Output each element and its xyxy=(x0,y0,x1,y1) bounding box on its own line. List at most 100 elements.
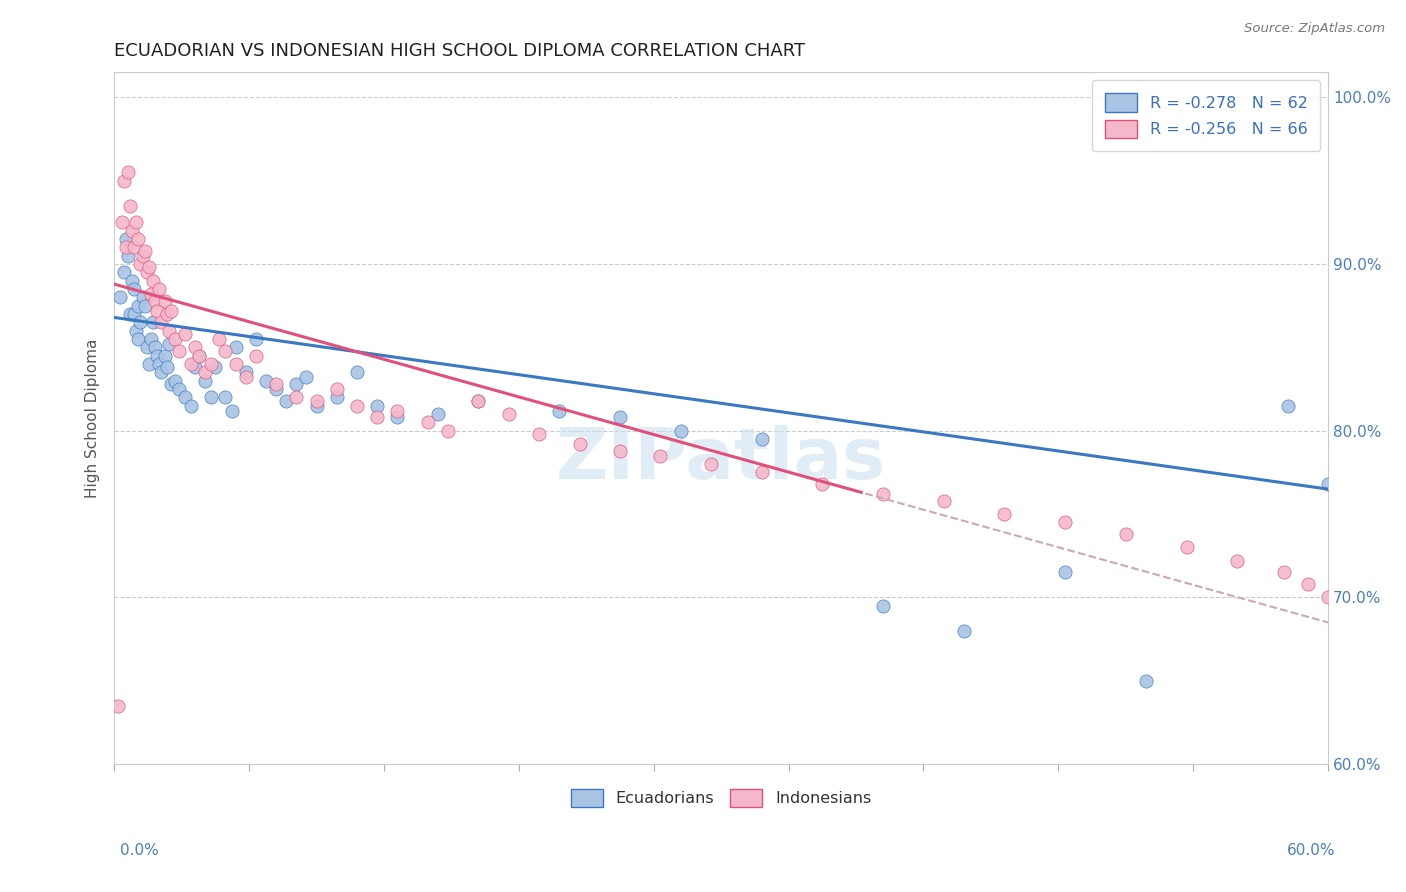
Point xyxy=(609,410,631,425)
Point xyxy=(366,399,388,413)
Point xyxy=(125,324,148,338)
Point xyxy=(153,293,176,308)
Point xyxy=(276,393,298,408)
Point xyxy=(125,215,148,229)
Point xyxy=(142,315,165,329)
Point xyxy=(129,315,152,329)
Point xyxy=(129,257,152,271)
Point xyxy=(225,357,247,371)
Point xyxy=(467,393,489,408)
Point xyxy=(157,337,180,351)
Point xyxy=(120,199,142,213)
Point xyxy=(1296,577,1319,591)
Point xyxy=(148,282,170,296)
Point xyxy=(387,404,409,418)
Point xyxy=(426,407,449,421)
Point xyxy=(346,366,368,380)
Point xyxy=(188,349,211,363)
Point xyxy=(214,391,236,405)
Point xyxy=(139,287,162,301)
Point xyxy=(115,240,138,254)
Point xyxy=(149,366,172,380)
Point xyxy=(200,357,222,371)
Point xyxy=(326,382,349,396)
Point xyxy=(135,265,157,279)
Legend: Ecuadorians, Indonesians: Ecuadorians, Indonesians xyxy=(562,780,879,815)
Point xyxy=(225,341,247,355)
Point xyxy=(953,624,976,638)
Point xyxy=(121,274,143,288)
Point xyxy=(127,332,149,346)
Point xyxy=(112,174,135,188)
Point xyxy=(366,410,388,425)
Point xyxy=(1054,566,1077,580)
Point xyxy=(112,265,135,279)
Point xyxy=(145,303,167,318)
Point xyxy=(184,341,207,355)
Point xyxy=(149,315,172,329)
Point xyxy=(134,244,156,258)
Point xyxy=(184,360,207,375)
Point xyxy=(148,357,170,371)
Point xyxy=(174,391,197,405)
Point xyxy=(235,370,257,384)
Point xyxy=(285,377,308,392)
Point xyxy=(245,332,267,346)
Point xyxy=(121,224,143,238)
Point xyxy=(811,477,834,491)
Point xyxy=(160,377,183,392)
Point xyxy=(167,343,190,358)
Point xyxy=(194,374,217,388)
Point xyxy=(115,232,138,246)
Point xyxy=(156,360,179,375)
Point xyxy=(650,449,672,463)
Point xyxy=(117,165,139,179)
Point xyxy=(143,293,166,308)
Point xyxy=(204,360,226,375)
Point xyxy=(124,282,146,296)
Point xyxy=(138,357,160,371)
Point xyxy=(1272,566,1295,580)
Point xyxy=(467,393,489,408)
Point xyxy=(180,399,202,413)
Point xyxy=(200,391,222,405)
Point xyxy=(527,427,550,442)
Point xyxy=(1135,673,1157,688)
Point xyxy=(194,366,217,380)
Point xyxy=(305,393,328,408)
Point xyxy=(416,416,439,430)
Point xyxy=(120,307,142,321)
Point xyxy=(127,299,149,313)
Point xyxy=(160,303,183,318)
Point xyxy=(110,290,132,304)
Point xyxy=(346,399,368,413)
Point xyxy=(285,391,308,405)
Point xyxy=(111,215,134,229)
Point xyxy=(295,370,318,384)
Point xyxy=(139,332,162,346)
Point xyxy=(117,249,139,263)
Point xyxy=(124,240,146,254)
Point xyxy=(437,424,460,438)
Point xyxy=(1226,554,1249,568)
Point xyxy=(751,466,773,480)
Y-axis label: High School Diploma: High School Diploma xyxy=(86,339,100,498)
Text: ECUADORIAN VS INDONESIAN HIGH SCHOOL DIPLOMA CORRELATION CHART: ECUADORIAN VS INDONESIAN HIGH SCHOOL DIP… xyxy=(114,42,806,60)
Point xyxy=(156,307,179,321)
Point xyxy=(1115,527,1137,541)
Point xyxy=(1054,516,1077,530)
Point xyxy=(235,366,257,380)
Point xyxy=(135,341,157,355)
Point xyxy=(387,410,409,425)
Point xyxy=(188,349,211,363)
Point xyxy=(872,599,894,613)
Point xyxy=(134,299,156,313)
Point xyxy=(548,404,571,418)
Point xyxy=(993,507,1015,521)
Point xyxy=(751,432,773,446)
Point xyxy=(498,407,520,421)
Point xyxy=(157,324,180,338)
Point xyxy=(145,349,167,363)
Text: 0.0%: 0.0% xyxy=(120,843,159,858)
Point xyxy=(1317,591,1340,605)
